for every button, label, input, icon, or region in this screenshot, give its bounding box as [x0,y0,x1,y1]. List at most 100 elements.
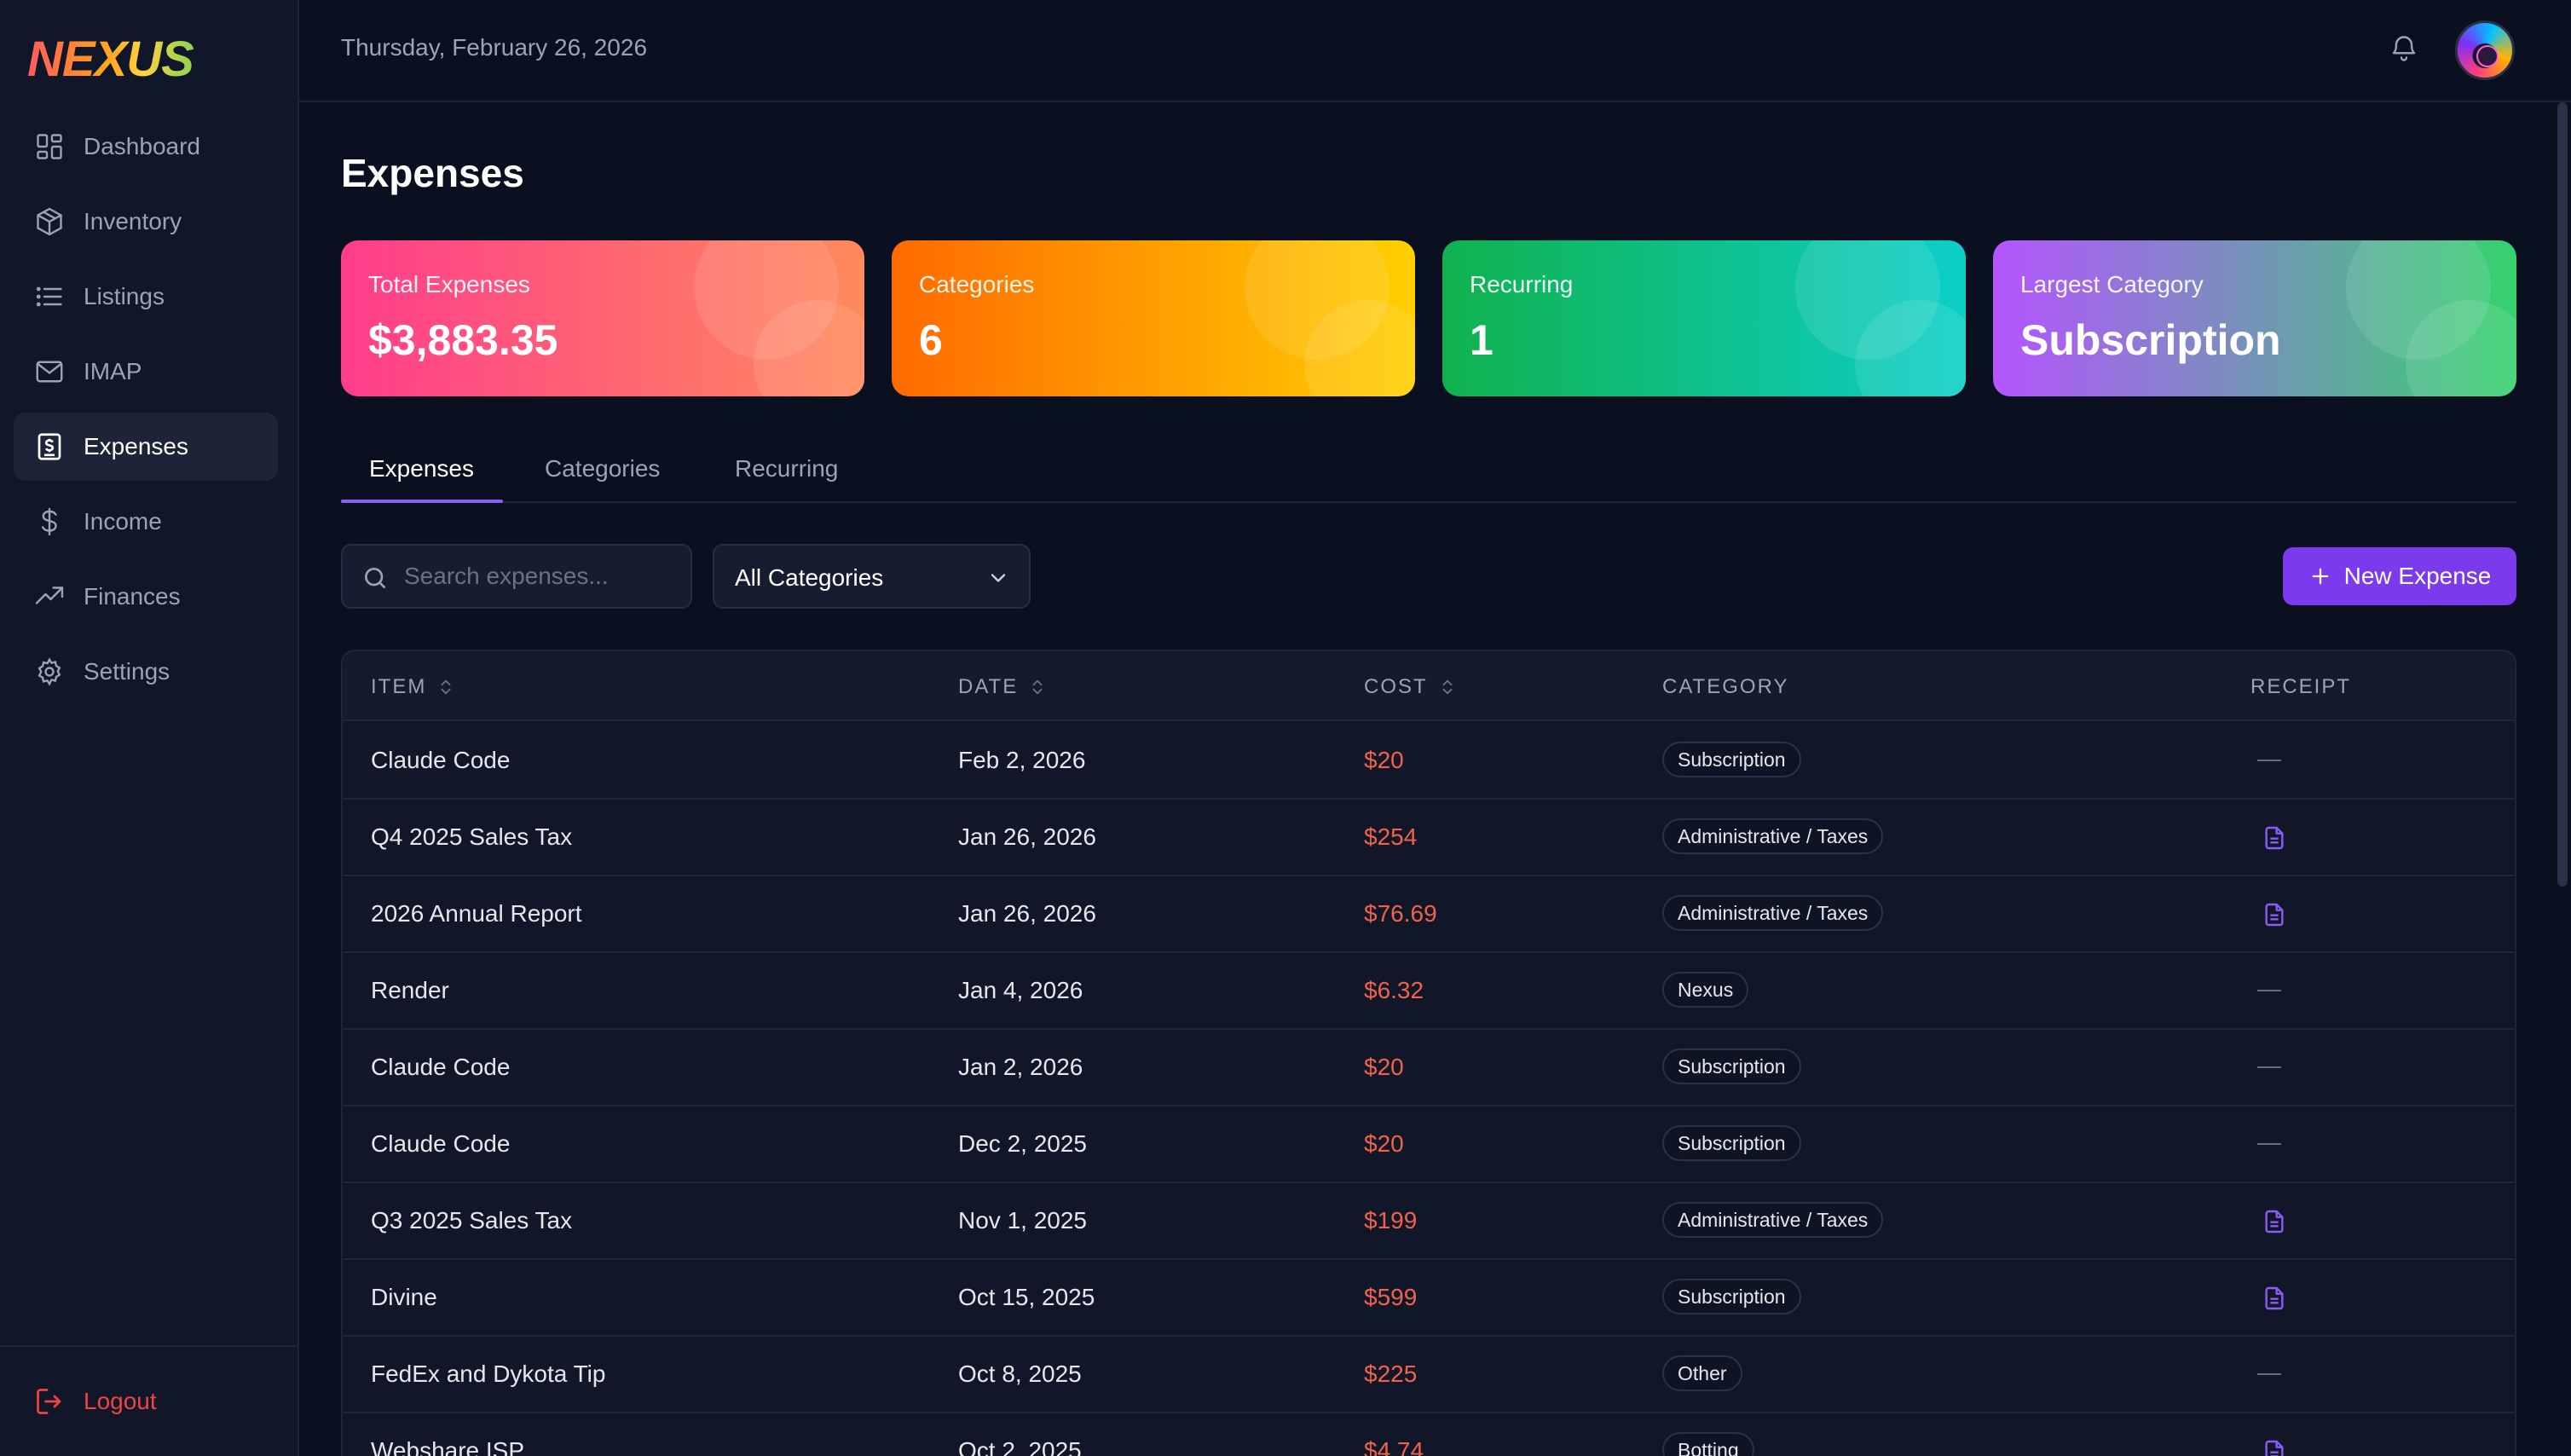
table-row[interactable]: Q3 2025 Sales Tax Nov 1, 2025 $199 Administ… [343,1183,2515,1260]
avatar[interactable] [2455,20,2515,80]
sidebar-item-inventory[interactable]: Inventory [14,188,278,256]
chevron-down-icon [986,566,1010,590]
item-name: Webshare ISP [371,1437,525,1456]
table-row[interactable]: Claude Code Jan 2, 2026 $20 Subscription — [343,1030,2515,1106]
sidebar-item-finances[interactable]: Finances [14,563,278,631]
sidebar-item-listings[interactable]: Listings [14,263,278,331]
category-badge: Subscription [1662,1049,1801,1084]
receipt-dollar-icon [34,431,65,462]
document-icon[interactable] [2261,1284,2288,1313]
receipt-empty: — [2257,975,2281,1002]
category-badge: Other [1662,1355,1742,1391]
sidebar-item-expenses[interactable]: Expenses [14,413,278,481]
document-icon[interactable] [2261,900,2288,929]
table-row[interactable]: Q4 2025 Sales Tax Jan 26, 2026 $254 Adminis… [343,800,2515,876]
mail-icon [34,356,65,387]
sidebar-item-label: Finances [84,583,181,610]
category-badge: Subscription [1662,742,1801,777]
stat-label: Largest Category [2020,271,2204,298]
table-row[interactable]: FedEx and Dykota Tip Oct 8, 2025 $225 Other… [343,1337,2515,1413]
table-row[interactable]: Claude Code Feb 2, 2026 $20 Subscription — [343,723,2515,800]
expense-date: Jan 26, 2026 [958,823,1096,850]
new-expense-label: New Expense [2343,563,2492,589]
category-badge: Subscription [1662,1279,1801,1314]
sidebar-item-imap[interactable]: IMAP [14,338,278,406]
expense-cost: $6.32 [1364,977,1424,1003]
receipt-empty: — [2257,745,2281,771]
category-badge: Administrative / Taxes [1662,1202,1884,1238]
sort-icon[interactable] [1028,678,1047,696]
tab-label: Expenses [369,455,474,482]
column-label: ITEM [371,675,427,698]
expense-cost: $20 [1364,747,1404,773]
tab-bar: Expenses Categories Recurring [341,445,2516,503]
stat-value: 6 [919,316,943,364]
column-header-category: CATEGORY [1662,675,1788,699]
expense-cost: $76.69 [1364,900,1437,927]
page-scrollbar[interactable] [2554,102,2571,1456]
column-header-cost[interactable]: COST [1364,675,1457,699]
item-name: Q3 2025 Sales Tax [371,1207,573,1234]
item-name: Claude Code [371,747,511,773]
expense-date: Oct 8, 2025 [958,1361,1082,1387]
table-row[interactable]: Claude Code Dec 2, 2025 $20 Subscription — [343,1106,2515,1183]
table-row[interactable]: 2026 Annual Report Jan 26, 2026 $76.69 Admi… [343,876,2515,953]
tab-expenses[interactable]: Expenses [369,455,474,503]
stat-label: Total Expenses [368,271,530,298]
sidebar-item-income[interactable]: Income [14,488,278,556]
category-badge: Nexus [1662,972,1749,1008]
scrollbar-thumb[interactable] [2557,102,2568,887]
category-badge: Botting [1662,1432,1754,1456]
card-decoration [1245,240,1389,360]
list-icon [34,281,65,312]
item-name: Divine [371,1284,437,1310]
expense-date: Oct 15, 2025 [958,1284,1095,1310]
document-icon[interactable] [2261,823,2288,852]
search-input[interactable] [404,558,677,595]
stat-value: 1 [1470,316,1493,364]
sort-icon[interactable] [1438,678,1457,696]
tab-recurring[interactable]: Recurring [735,455,838,503]
table-header: ITEM DATE COST CATEGORY RECEIPT [343,651,2515,721]
search-field[interactable] [341,544,692,609]
column-header-date[interactable]: DATE [958,675,1047,699]
column-header-item[interactable]: ITEM [371,675,455,699]
stat-card-largest-category: Largest Category Subscription [1993,240,2516,396]
expense-date: Jan 4, 2026 [958,977,1083,1003]
receipt-empty: — [2257,1129,2281,1155]
new-expense-button[interactable]: New Expense [2283,547,2516,605]
expense-cost: $599 [1364,1284,1418,1310]
table-row[interactable]: Webshare ISP Oct 2, 2025 $4.74 Botting [343,1413,2515,1456]
category-badge: Administrative / Taxes [1662,818,1884,854]
sort-icon[interactable] [436,678,455,696]
tab-categories[interactable]: Categories [545,455,660,503]
stat-label: Recurring [1470,271,1574,298]
item-name: 2026 Annual Report [371,900,582,927]
current-date: Thursday, February 26, 2026 [341,34,648,61]
app-logo[interactable]: NEXUS [27,32,194,87]
active-tab-indicator [341,500,503,503]
sidebar-item-settings[interactable]: Settings [14,638,278,706]
stat-card-categories: Categories 6 [892,240,1415,396]
expense-cost: $254 [1364,823,1418,850]
item-name: Render [371,977,449,1003]
expense-cost: $225 [1364,1361,1418,1387]
item-name: Claude Code [371,1054,511,1080]
expense-date: Jan 26, 2026 [958,900,1096,927]
document-icon[interactable] [2261,1437,2288,1456]
expense-date: Feb 2, 2026 [958,747,1086,773]
document-icon[interactable] [2261,1207,2288,1236]
bell-icon[interactable] [2389,32,2419,65]
table-row[interactable]: Render Jan 4, 2026 $6.32 Nexus — [343,953,2515,1030]
card-decoration [1795,240,1940,360]
stat-card-recurring: Recurring 1 [1442,240,1966,396]
logout-button[interactable]: Logout [34,1383,157,1420]
sidebar-item-dashboard[interactable]: Dashboard [14,113,278,181]
expense-date: Dec 2, 2025 [958,1130,1087,1157]
category-filter-select[interactable]: All Categories [713,544,1031,609]
stat-value: $3,883.35 [368,316,558,364]
gear-icon [34,656,65,687]
stat-value: Subscription [2020,316,2281,364]
table-row[interactable]: Divine Oct 15, 2025 $599 Subscription [343,1260,2515,1337]
stat-card-total-expenses: Total Expenses $3,883.35 [341,240,864,396]
